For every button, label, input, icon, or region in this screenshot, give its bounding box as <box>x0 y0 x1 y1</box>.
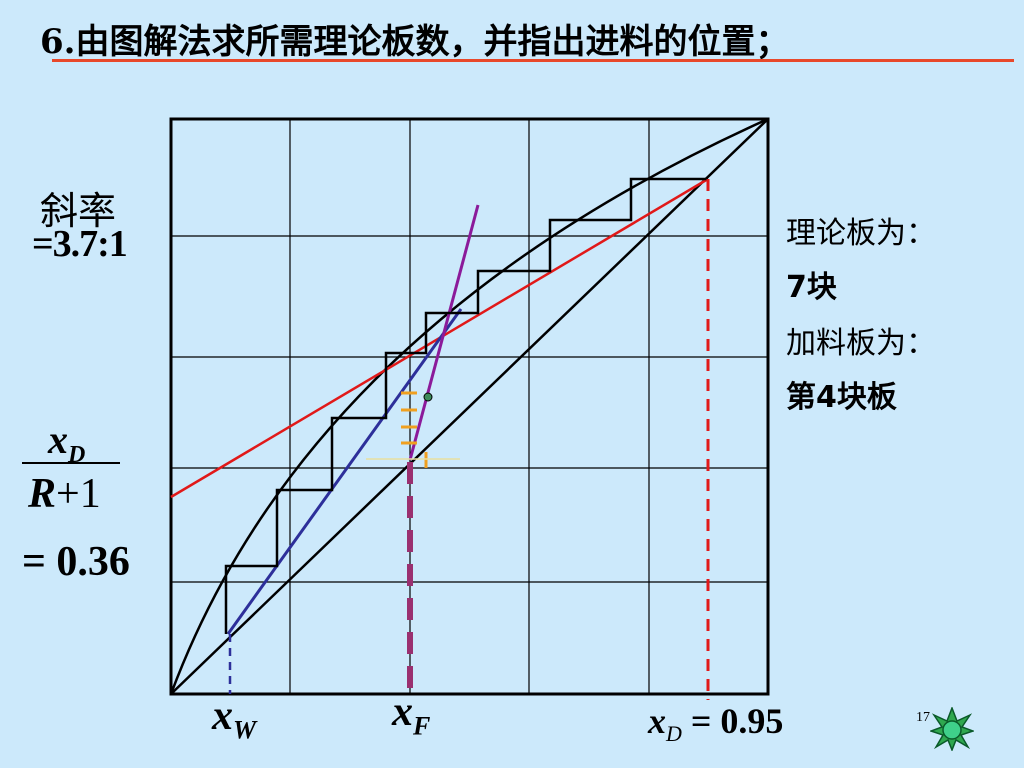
plate-staircase <box>224 177 708 634</box>
slope-value: =3.7:1 <box>32 223 128 265</box>
xd-sub: D <box>666 721 682 747</box>
page-number: 17 <box>916 710 930 725</box>
q-line <box>408 204 480 461</box>
xw-label: xW <box>212 692 256 745</box>
denominator-rest: +1 <box>56 471 101 517</box>
grid-lines <box>171 119 768 694</box>
feed-marker <box>401 391 428 468</box>
xw-var: x <box>212 693 233 739</box>
navigation-star-icon[interactable] <box>930 707 974 751</box>
xw-sub: W <box>233 715 257 745</box>
xd-var: x <box>648 701 666 741</box>
plates-label: 理论板为： <box>786 216 936 251</box>
fraction-value: = 0.36 <box>22 539 130 585</box>
slope-label: 斜率 <box>40 189 117 233</box>
slide-title: 6.由图解法求所需理论板数，并指出进料的位置； <box>40 22 790 62</box>
xd-value: = 0.95 <box>690 701 784 741</box>
xd-label: xD = 0.95 <box>648 700 783 747</box>
intersection-point <box>423 392 433 402</box>
plot-frame <box>169 117 770 696</box>
feed-plate-value: 第4块板 <box>786 380 897 415</box>
fraction-numerator: xD <box>48 416 85 469</box>
denominator-var: R <box>28 471 57 517</box>
stripping-operating-line <box>226 308 463 635</box>
numerator-sub: D <box>68 442 86 468</box>
diagonal-line <box>170 118 769 695</box>
fraction-bar <box>22 462 120 464</box>
plates-value: 7块 <box>786 270 837 305</box>
numerator-var: x <box>48 417 68 462</box>
feed-plate-label: 加料板为： <box>786 326 936 361</box>
xf-sub: F <box>413 711 431 741</box>
fraction-denominator: R+1 <box>28 470 101 518</box>
xf-var: x <box>392 689 413 735</box>
title-underline <box>52 59 1014 62</box>
xf-label: xF <box>392 688 430 741</box>
equilibrium-curve <box>169 117 769 695</box>
